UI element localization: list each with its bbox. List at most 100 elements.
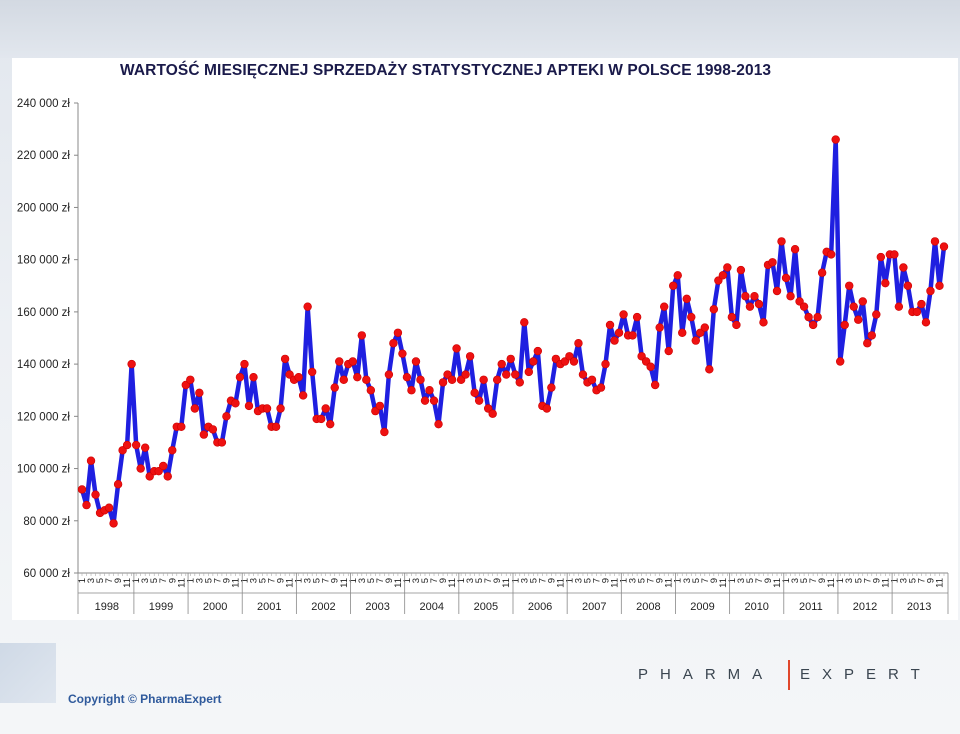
data-point (438, 378, 448, 387)
month-tick-label: 5 (258, 578, 269, 583)
data-point (515, 378, 524, 387)
month-tick-label: 3 (411, 578, 422, 583)
data-point (669, 281, 678, 290)
month-tick-label: 11 (230, 578, 241, 588)
data-point (208, 425, 218, 434)
month-tick-label: 7 (700, 578, 711, 583)
data-point (786, 292, 795, 301)
month-tick-label: 11 (718, 578, 729, 588)
data-point (249, 372, 258, 382)
month-tick-label: 3 (248, 578, 259, 583)
data-point (687, 312, 696, 322)
data-point (655, 323, 664, 332)
data-point (845, 281, 854, 290)
month-tick-label: 1 (673, 578, 684, 583)
data-point (217, 438, 227, 447)
month-tick-label: 1 (239, 578, 250, 583)
data-point (736, 265, 746, 275)
month-tick-label: 5 (853, 578, 864, 583)
data-point (113, 480, 123, 489)
month-tick-label: 3 (519, 578, 530, 583)
data-point (840, 320, 849, 330)
year-label: 2004 (420, 601, 444, 613)
data-point (799, 302, 809, 311)
month-tick-label: 11 (285, 578, 296, 588)
data-point (330, 383, 339, 392)
data-point (646, 362, 655, 371)
data-point (601, 359, 610, 369)
month-tick-label: 3 (194, 578, 205, 583)
month-tick-label: 9 (709, 578, 720, 583)
month-tick-label: 7 (429, 578, 440, 583)
month-tick-label: 11 (610, 578, 621, 588)
year-label: 2001 (257, 601, 281, 613)
month-tick-label: 11 (122, 578, 133, 588)
month-tick-label: 3 (898, 578, 909, 583)
data-point (416, 375, 425, 384)
data-point (520, 318, 529, 327)
decorative-square (0, 643, 56, 703)
month-tick-label: 5 (312, 578, 323, 583)
data-point (339, 375, 348, 384)
month-tick-label: 5 (203, 578, 214, 583)
month-tick-label: 5 (420, 578, 431, 583)
data-point (926, 286, 935, 296)
month-tick-label: 1 (402, 578, 413, 583)
data-point (705, 365, 714, 374)
month-tick-label: 3 (86, 578, 97, 583)
data-point (718, 271, 728, 280)
month-tick-label: 11 (664, 578, 675, 588)
month-tick-label: 3 (303, 578, 314, 583)
data-point (502, 370, 511, 379)
data-point (353, 372, 362, 382)
data-point (596, 383, 606, 392)
month-tick-label: 3 (140, 578, 151, 583)
month-tick-label: 5 (582, 578, 593, 583)
data-point (307, 367, 317, 377)
month-tick-label: 11 (772, 578, 783, 588)
month-tick-label: 1 (889, 578, 900, 583)
data-point (569, 357, 579, 366)
month-tick-label: 3 (736, 578, 747, 583)
month-tick-label: 5 (691, 578, 702, 583)
data-point (389, 339, 398, 348)
year-label: 2000 (203, 601, 227, 613)
data-point (122, 440, 132, 450)
data-point (745, 302, 755, 311)
month-tick-label: 11 (555, 578, 566, 588)
data-point (420, 396, 430, 405)
data-point (867, 331, 876, 340)
month-tick-label: 9 (492, 578, 503, 583)
data-point (506, 354, 515, 364)
month-tick-label: 5 (149, 578, 160, 583)
y-tick-label: 240 000 zł (17, 98, 71, 110)
data-point (759, 318, 768, 327)
month-tick-label: 9 (221, 578, 232, 583)
month-tick-label: 7 (104, 578, 115, 583)
data-point (709, 305, 719, 314)
data-point (479, 375, 488, 384)
data-point (316, 414, 326, 424)
copyright-text: Copyright © PharmaExpert (68, 692, 222, 706)
data-point (754, 299, 764, 309)
data-point (262, 404, 272, 413)
month-tick-label: 3 (357, 578, 368, 583)
data-point (235, 372, 245, 382)
data-point (375, 401, 385, 411)
month-tick-label: 7 (754, 578, 765, 583)
data-point (727, 312, 737, 322)
series-line (79, 137, 947, 526)
month-tick-label: 7 (267, 578, 278, 583)
data-point (574, 339, 583, 348)
month-tick-label: 7 (483, 578, 494, 583)
year-label: 2006 (528, 601, 552, 613)
month-tick-label: 5 (745, 578, 756, 583)
data-point (903, 281, 913, 290)
y-tick-label: 160 000 zł (17, 307, 71, 319)
data-point (930, 237, 940, 246)
data-point (366, 386, 376, 395)
month-tick-label: 1 (185, 578, 196, 583)
data-point (768, 258, 777, 267)
data-point (452, 344, 461, 353)
data-point (82, 500, 91, 510)
